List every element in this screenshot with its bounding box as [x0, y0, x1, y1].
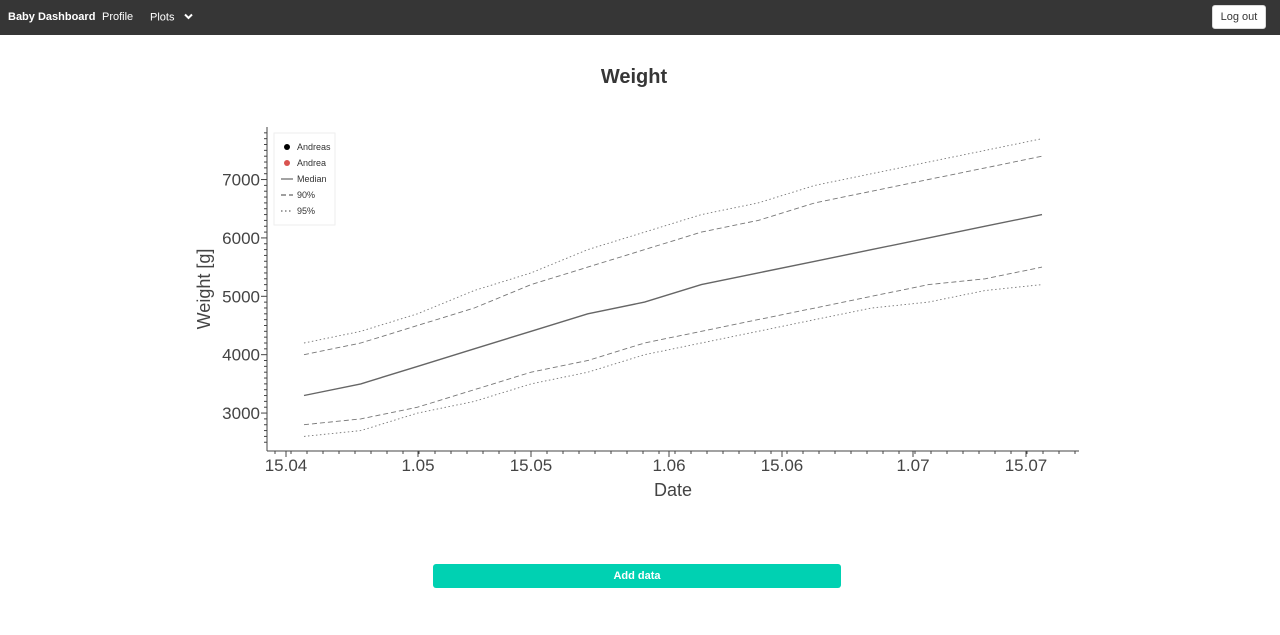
legend-marker: [284, 144, 290, 150]
legend-label: Andreas: [297, 142, 331, 152]
brand-link[interactable]: Baby Dashboard: [8, 11, 96, 23]
x-axis-label: Date: [654, 480, 692, 500]
add-data-button[interactable]: Add data: [433, 564, 841, 588]
x-tick-label: 1.06: [652, 456, 685, 475]
y-axis-label: Weight [g]: [194, 249, 214, 330]
y-tick-label: 7000: [222, 171, 260, 190]
y-tick-label: 6000: [222, 229, 260, 248]
x-tick-label: 15.05: [510, 456, 553, 475]
x-tick-label: 15.04: [265, 456, 308, 475]
legend-label: Andrea: [297, 158, 326, 168]
nav-plots-label: Plots: [150, 11, 175, 24]
series-line-90pct-upper: [303, 155, 1043, 356]
y-tick-label: 5000: [222, 287, 260, 306]
nav-profile-link[interactable]: Profile: [102, 0, 133, 35]
legend-label: Median: [297, 174, 327, 184]
top-navbar: Baby Dashboard Profile Plots Log out: [0, 0, 1280, 35]
page-title: Weight: [600, 66, 668, 88]
nav-plots-dropdown[interactable]: Plots: [150, 0, 193, 35]
legend-label: 90%: [297, 190, 315, 200]
x-tick-label: 15.07: [1005, 456, 1048, 475]
y-tick-label: 4000: [222, 346, 260, 365]
series-line-median: [303, 213, 1043, 397]
logout-button[interactable]: Log out: [1212, 5, 1266, 29]
y-tick-label: 3000: [222, 404, 260, 423]
nav-profile-label: Profile: [102, 11, 134, 23]
x-tick-label: 15.06: [761, 456, 804, 475]
series-line-95pct-upper: [303, 138, 1043, 344]
x-tick-label: 1.07: [896, 456, 929, 475]
series-line-90pct-lower: [303, 266, 1043, 426]
series-line-95pct-lower: [303, 284, 1043, 437]
legend-marker: [284, 160, 290, 166]
x-tick-label: 1.05: [401, 456, 434, 475]
chevron-down-icon: [183, 0, 193, 35]
legend-label: 95%: [297, 206, 315, 216]
